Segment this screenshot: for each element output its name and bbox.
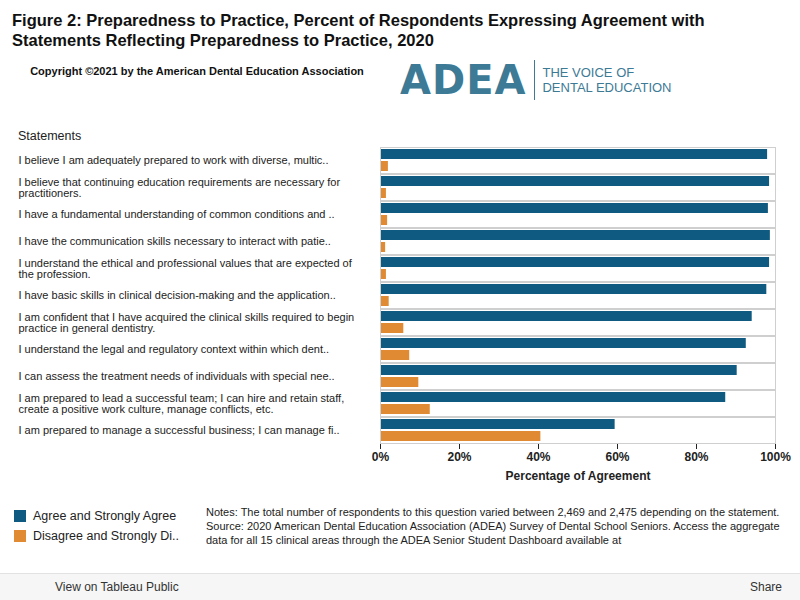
html-text:THE VOICE OF: THE VOICE OF — [542, 65, 635, 80]
html-text:View on Tableau Public: View on Tableau Public — [55, 580, 179, 594]
svg-text:I have the communication skill: I have the communication skills necessar… — [19, 235, 331, 247]
html-text:ADEA: ADEA — [400, 57, 527, 103]
svg-text:100%: 100% — [760, 450, 791, 464]
html-text:Disagree and Strongly Di..: Disagree and Strongly Di.. — [33, 529, 179, 543]
svg-text:20%: 20% — [447, 450, 471, 464]
svg-text:I understand the ethical and p: I understand the ethical and professiona… — [19, 257, 353, 280]
svg-text:40%: 40% — [526, 450, 550, 464]
svg-text:I have basic skills in clinica: I have basic skills in clinical decision… — [19, 289, 336, 301]
svg-text:I understand the legal and reg: I understand the legal and regulatory co… — [19, 343, 330, 355]
svg-text:I believe I am adequately prep: I believe I am adequately prepared to wo… — [19, 154, 329, 166]
html-text:Share: Share — [750, 580, 782, 594]
svg-text:60%: 60% — [605, 450, 629, 464]
svg-text:I am confident that I have acq: I am confident that I have acquired the … — [19, 311, 355, 334]
html-text:Figure 2: Preparedness to Prac: Figure 2: Preparedness to Practice, Perc… — [12, 11, 705, 49]
svg-text:I am prepared to manage a succ: I am prepared to manage a successful bus… — [19, 424, 340, 436]
html-text:Statements: Statements — [18, 129, 82, 143]
html-text:Agree and Strongly Agree: Agree and Strongly Agree — [33, 509, 177, 523]
svg-text:Percentage of Agreement: Percentage of Agreement — [506, 469, 651, 483]
html-text:Source: 2020 American Dental E: Source: 2020 American Dental Education A… — [206, 520, 780, 546]
svg-text:0%: 0% — [372, 450, 390, 464]
html-text:Notes: The total number of res: Notes: The total number of respondents t… — [206, 506, 780, 518]
html-text:DENTAL EDUCATION: DENTAL EDUCATION — [542, 80, 672, 95]
svg-text:I am prepared to lead a succes: I am prepared to lead a successful team;… — [19, 392, 345, 415]
svg-text:I believe that continuing educ: I believe that continuing education requ… — [19, 176, 341, 199]
svg-text:I can assess the treatment nee: I can assess the treatment needs of indi… — [19, 370, 335, 382]
svg-text:80%: 80% — [684, 450, 708, 464]
html-text:Copyright ©2021 by the America: Copyright ©2021 by the American Dental E… — [30, 65, 364, 77]
svg-text:I have a fundamental understan: I have a fundamental understanding of co… — [19, 208, 335, 220]
